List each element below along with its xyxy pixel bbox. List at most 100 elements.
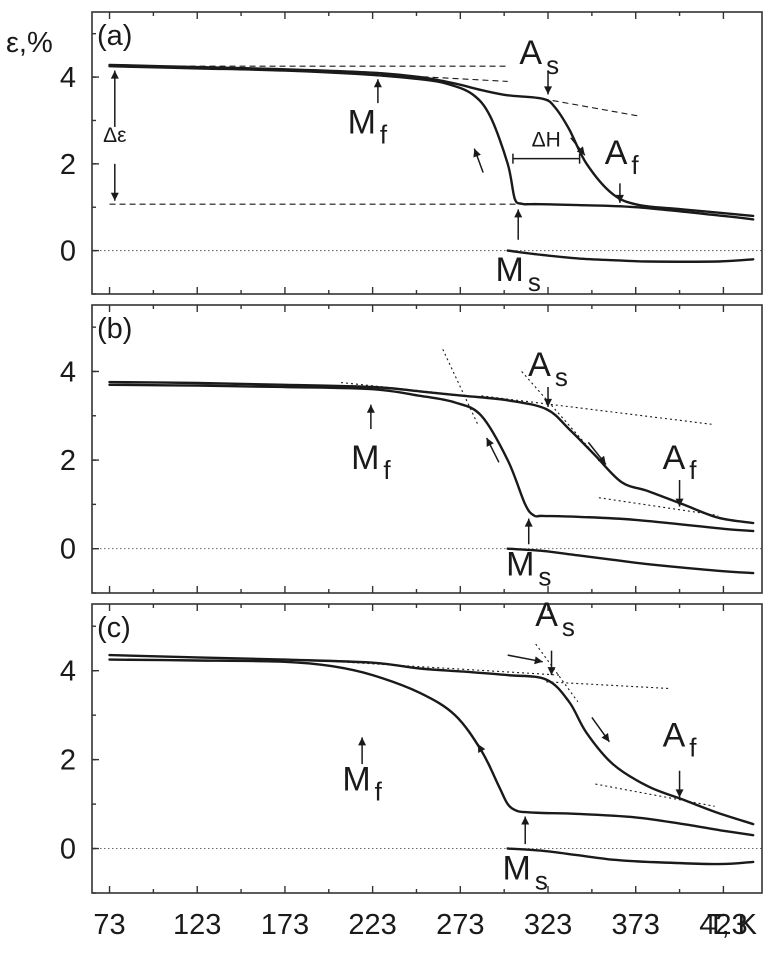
- tangent-line: [372, 73, 508, 82]
- tangent-line: [535, 643, 579, 703]
- annotation-subscript: s: [535, 866, 548, 896]
- heating-arrow-top: [507, 654, 543, 665]
- heating-arrow: [570, 137, 586, 156]
- af-arrow: [675, 480, 684, 507]
- af-arrow-head: [675, 498, 684, 507]
- af-arrow-head: [675, 789, 684, 798]
- tangent-line: [442, 349, 479, 425]
- panel-label: (c): [97, 612, 131, 644]
- tangent-line: [302, 659, 561, 676]
- as-arrow: [547, 650, 556, 676]
- y-tick-label: 4: [60, 62, 76, 94]
- y-tick-label: 0: [60, 834, 76, 866]
- strain-curve-1: [108, 65, 755, 221]
- heating-arrow: [591, 716, 611, 743]
- delta-epsilon-down-arrow-head: [110, 192, 119, 201]
- mf-arrow-head: [366, 404, 375, 413]
- af-arrow: [615, 183, 624, 203]
- strain-curve-1: [108, 658, 755, 837]
- x-tick-label: 423: [699, 909, 747, 941]
- cooling-arrow-head: [477, 744, 486, 753]
- as-arrow: [544, 70, 553, 95]
- panel-frame: [91, 11, 763, 295]
- tangent-line: [595, 783, 715, 807]
- ms-arrow-head: [514, 209, 523, 218]
- delta-epsilon-down-arrow: [110, 163, 119, 201]
- heating-arrow-top-head: [534, 656, 543, 665]
- ms-arrow-head: [524, 518, 533, 527]
- heating-arrow: [587, 441, 607, 465]
- mf-arrow: [373, 79, 382, 104]
- strain-curve-3: [506, 249, 755, 263]
- tangent-line: [481, 395, 715, 426]
- strain-curve-2: [108, 63, 755, 218]
- panel-frame: [91, 304, 763, 594]
- panel-label: (a): [97, 20, 132, 52]
- as-arrow-head: [544, 398, 553, 407]
- annotation-subscript: f: [380, 119, 388, 149]
- x-tick-label: 273: [436, 909, 484, 941]
- strain-curve-3: [506, 547, 755, 575]
- cooling-arrow: [477, 743, 491, 767]
- panel-c: 0 2 4 (c) M f A s A f M s: [60, 596, 763, 896]
- mf-arrow-head: [373, 79, 382, 88]
- y-tick-label: 2: [60, 445, 76, 477]
- panel-b: 024(b)M fA sA fM s: [60, 304, 763, 594]
- af-arrow: [675, 770, 684, 798]
- mf-arrow: [358, 737, 367, 765]
- annotation-subscript: f: [375, 777, 383, 807]
- delta-epsilon-up-arrow-head: [110, 70, 119, 79]
- ms-arrow-head: [521, 816, 530, 825]
- panel-frame: [91, 603, 763, 894]
- ms-arrow: [524, 518, 533, 545]
- as-arrow: [544, 386, 553, 407]
- annotation-subscript: f: [383, 455, 391, 485]
- y-tick-label: 2: [60, 149, 76, 181]
- tangent-line: [546, 681, 670, 690]
- annotation-subscript: s: [528, 267, 541, 297]
- annotation-subscript: s: [538, 561, 551, 591]
- x-tick-label: 223: [348, 909, 396, 941]
- annotation-subscript: f: [631, 150, 639, 180]
- heating-arrow-head: [597, 455, 606, 465]
- y-tick-label: 4: [60, 356, 76, 388]
- mf-arrow-head: [358, 737, 367, 746]
- cooling-arrow: [473, 148, 484, 173]
- annotation-subscript: f: [689, 732, 697, 762]
- strain-curve-2: [108, 380, 755, 525]
- x-tick-label: 373: [612, 909, 660, 941]
- ms-arrow: [521, 816, 530, 845]
- annotation-subscript: s: [555, 362, 568, 392]
- strain-curve-1: [108, 383, 755, 533]
- strain-curve-2: [108, 653, 755, 826]
- annotation-subscript: s: [562, 612, 575, 642]
- panel-a: 0 2 4 (a) Δε ΔH M f A s A f M s: [60, 11, 763, 297]
- cooling-arrow-head: [473, 148, 481, 158]
- heating-arrow-head: [601, 732, 610, 742]
- x-tick-label: 123: [173, 909, 221, 941]
- y-tick-label: 0: [60, 236, 76, 268]
- y-tick-label: 0: [60, 534, 76, 566]
- y-tick-label: 2: [60, 745, 76, 777]
- y-axis-label: ε,%: [6, 27, 53, 59]
- annotation-subscript: f: [689, 455, 697, 485]
- heating-arrow-head: [576, 146, 585, 156]
- x-tick-label: 173: [261, 909, 309, 941]
- strain-curve-3: [506, 847, 755, 866]
- annotation-label: Δε: [103, 124, 126, 147]
- as-arrow-head: [544, 86, 553, 95]
- tangent-line: [542, 98, 640, 117]
- tangent-line: [598, 497, 719, 517]
- ms-arrow: [514, 209, 523, 240]
- mf-arrow: [366, 404, 375, 430]
